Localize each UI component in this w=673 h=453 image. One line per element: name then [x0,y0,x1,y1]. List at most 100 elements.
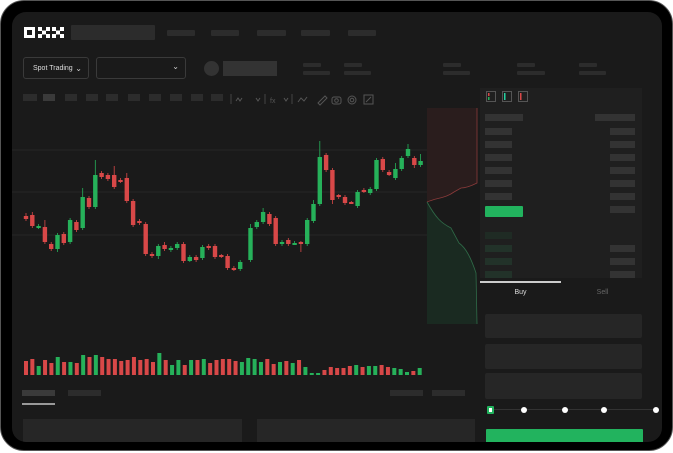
timeframe-button[interactable] [86,94,98,101]
slider-step[interactable] [521,407,527,413]
candle [93,175,98,207]
timeframe-button[interactable] [106,94,118,101]
candle [112,175,117,187]
bid-amount [610,258,635,265]
timeframe-button[interactable] [170,94,182,101]
market-type-select[interactable]: Spot Trading ⌄ [23,57,89,79]
fullscreen-icon[interactable] [363,94,374,105]
bid-price [485,232,512,239]
orderbook-asks-icon[interactable] [518,91,528,102]
volume-bar [138,360,143,375]
volume-bar [208,363,213,375]
ask-price [485,128,512,135]
indicator-icon[interactable]: fx [270,97,289,105]
filter-button[interactable] [432,390,465,396]
bottom-tab-indicator [22,403,55,405]
settings-icon[interactable] [347,95,357,105]
chart-tools: fx [230,94,374,106]
depth-asks-line [426,108,478,203]
orderbook-both-icon[interactable] [486,91,496,102]
candle [99,173,104,177]
candle [323,155,329,170]
timeframe-button[interactable] [211,94,223,101]
timeframe-button[interactable] [128,94,140,101]
price-input[interactable] [485,314,642,338]
stat-label [517,63,535,67]
volume-bar [328,367,333,375]
nav-item[interactable] [211,30,239,36]
orderbook-bids-icon[interactable] [502,91,512,102]
candle [292,243,297,245]
slider-handle[interactable] [487,406,494,414]
candle [286,240,291,244]
volume-bar [303,367,308,375]
volume-bar [233,361,238,375]
candle [349,202,354,204]
volume-bar [297,360,302,375]
orderbook-view-toggles [486,91,528,102]
volume-bar [405,372,409,375]
timeframe-button[interactable] [43,94,55,101]
camera-icon[interactable] [331,96,342,105]
volume-bar [125,360,130,375]
tab-sell[interactable]: Sell [596,289,609,296]
line-chart-icon[interactable] [235,97,243,102]
volume-bar [227,359,232,375]
orders-panel [23,419,242,442]
volume-bar [81,355,86,375]
tab-buy[interactable]: Buy [514,289,527,296]
volume-bar [278,362,282,375]
candle [143,224,148,254]
volume-bar [87,357,92,375]
timeframe-button[interactable] [149,94,161,101]
okx-logo[interactable] [24,26,64,39]
slider-step[interactable] [562,407,568,413]
timeframe-button[interactable] [65,94,77,101]
volume-bar [220,359,225,375]
candle [30,215,35,226]
nav-item[interactable] [348,30,376,36]
volume-bar [398,369,403,375]
volume-bar [322,370,327,375]
nav-item[interactable] [167,30,195,36]
stat-value [303,71,330,75]
candle [219,255,224,257]
slider-track[interactable] [490,409,658,410]
timeframe-button[interactable] [191,94,203,101]
filter-button[interactable] [390,390,423,396]
stat-label [443,63,461,67]
timeframe-button[interactable] [23,94,37,101]
buy-submit-button[interactable] [486,429,643,442]
ask-price [485,180,512,187]
nav-item[interactable] [257,30,286,36]
candle-type-icon[interactable] [255,97,261,102]
candle [61,234,66,243]
volume-bar [335,368,340,375]
bid-price [485,258,512,265]
tab-open-orders[interactable] [22,390,55,396]
ruler-icon[interactable] [317,95,328,106]
volume-bar [201,359,206,375]
slider-step[interactable] [601,407,607,413]
candle [374,160,379,189]
candle [74,222,79,230]
volume-bar [170,365,175,375]
pair-select[interactable]: ⌄ [96,57,186,79]
volume-bar [417,368,422,375]
search-bar[interactable] [71,25,155,40]
volume-bar [290,363,295,375]
draw-icon[interactable] [297,96,308,103]
volume-bar [131,357,136,375]
total-input[interactable] [485,373,642,399]
candle [149,254,155,256]
volume-bar [24,361,28,375]
nav-item[interactable] [301,30,330,36]
ask-amount [610,193,635,200]
slider-step[interactable] [653,407,659,413]
candlestick-chart[interactable] [12,107,428,375]
chevron-down-icon: ⌄ [75,64,82,73]
tab-order-history[interactable] [68,390,101,396]
volume-bar [119,361,124,375]
amount-input[interactable] [485,344,642,369]
